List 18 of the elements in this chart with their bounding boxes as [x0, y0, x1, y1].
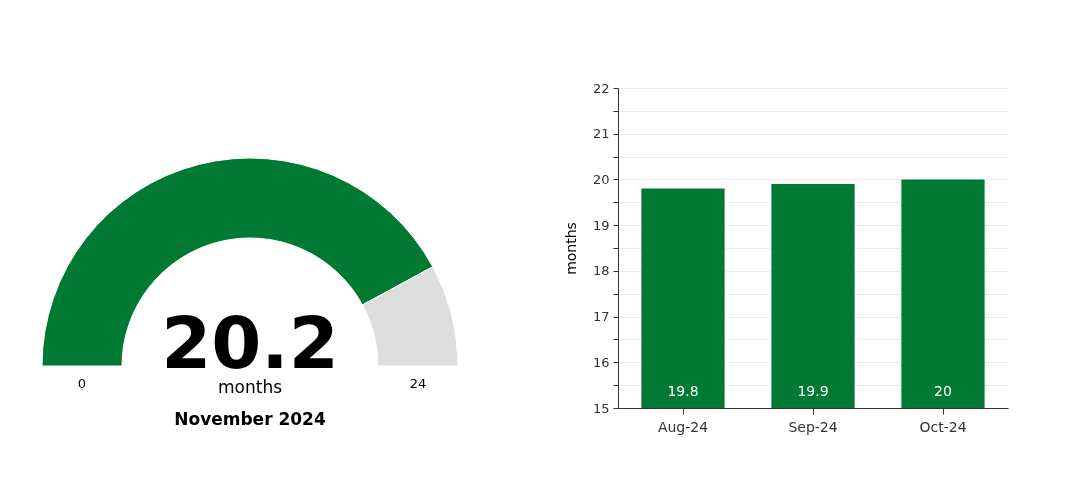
y-tick-label: 20: [592, 171, 610, 187]
y-tick-label: 19: [592, 217, 610, 233]
y-tick-label: 17: [592, 309, 610, 325]
y-axis-title: months: [562, 222, 579, 275]
x-tick-label: Oct-24: [919, 418, 967, 435]
data-label: 20: [934, 383, 952, 399]
x-tick-label: Sep-24: [788, 418, 838, 435]
y-tick-label: 15: [592, 400, 610, 416]
data-label: 19.9: [797, 383, 829, 399]
data-label: 19.8: [667, 383, 699, 399]
text: 24: [409, 376, 427, 391]
y-tick-label: 18: [592, 263, 610, 279]
y-tick-label: 22: [592, 80, 610, 96]
x-tick-label: Aug-24: [657, 418, 709, 435]
text: 0: [77, 376, 87, 391]
y-tick-label: 16: [592, 354, 610, 370]
text: November 2024: [174, 409, 326, 429]
y-tick-label: 21: [592, 126, 610, 142]
